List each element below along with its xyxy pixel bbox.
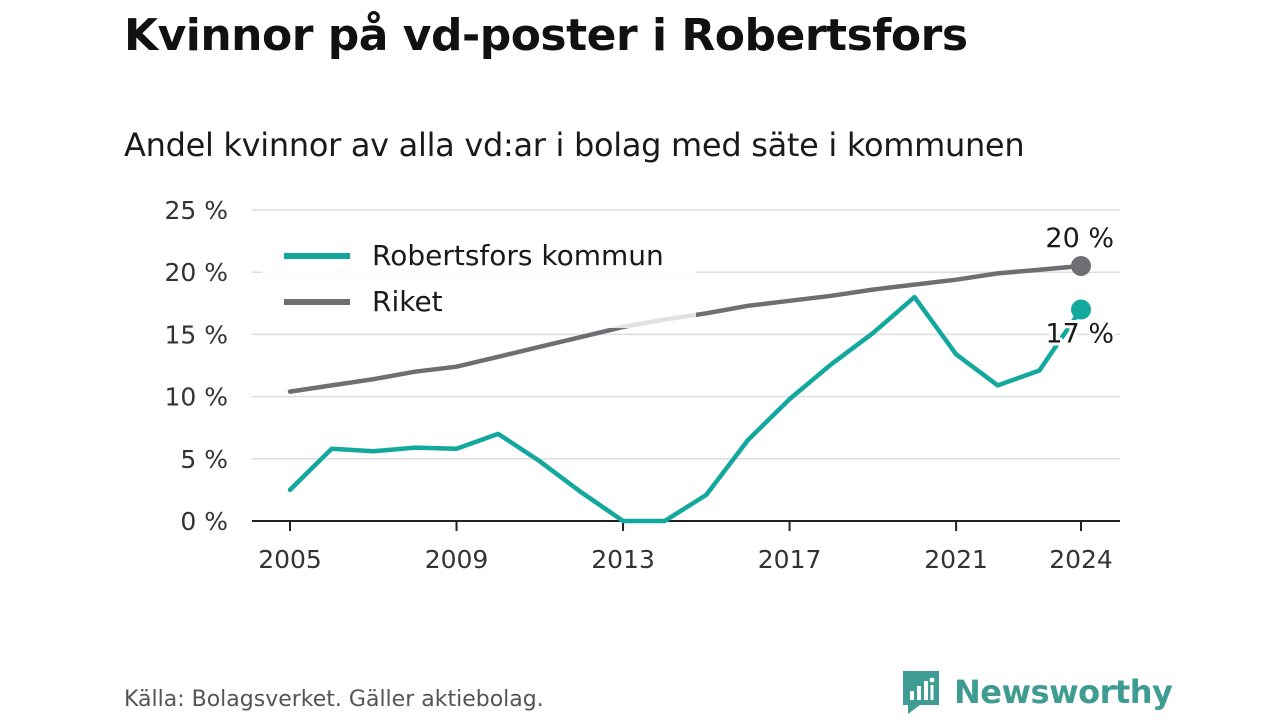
y-tick-label: 15 % (164, 320, 228, 349)
end-marker-robertsfors (1071, 299, 1091, 320)
chart-title: Kvinnor på vd-poster i Robertsfors (124, 10, 968, 61)
legend-label: Robertsfors kommun (372, 239, 664, 272)
x-tick-label: 2017 (758, 545, 822, 574)
y-tick-label: 20 % (164, 258, 228, 287)
x-tick-label: 2009 (425, 545, 489, 574)
line-chart: 0 % 5 % 10 % 15 % 20 % 25 % 2005 2009 2013 2017 20… (164, 196, 1120, 574)
legend-label: Riket (372, 285, 443, 318)
source-note: Källa: Bolagsverket. Gäller aktiebolag. (124, 687, 544, 712)
legend-background (262, 222, 696, 328)
x-tick-label: 2013 (591, 545, 655, 574)
brand-logo: Newsworthy (900, 668, 1173, 716)
y-tick-label: 5 % (180, 445, 228, 474)
x-tick-label: 2024 (1049, 545, 1113, 574)
y-tick-label: 0 % (180, 507, 228, 536)
end-label-riket: 20 % (1045, 223, 1114, 254)
x-tick-label: 2005 (258, 545, 322, 574)
end-label-robertsfors: 17 % (1045, 319, 1114, 350)
series-line-robertsfors (287, 294, 1084, 524)
chart-subtitle: Andel kvinnor av alla vd:ar i bolag med … (124, 126, 1025, 164)
y-tick-label: 10 % (164, 383, 228, 412)
end-marker-riket (1071, 255, 1091, 276)
y-tick-label: 25 % (164, 196, 228, 225)
legend: Robertsfors kommun Riket (262, 222, 696, 328)
newsworthy-logo-icon (903, 671, 939, 714)
x-tick-label: 2021 (924, 545, 988, 574)
brand-name: Newsworthy (954, 673, 1173, 711)
